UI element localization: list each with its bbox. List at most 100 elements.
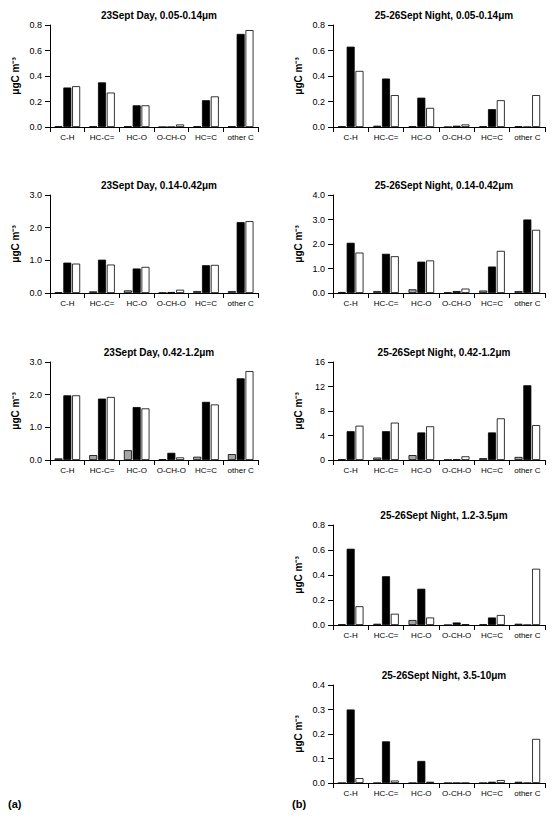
svg-text:HC-O: HC-O (411, 631, 431, 640)
svg-text:μgC m⁻³: μgC m⁻³ (10, 57, 21, 95)
svg-text:HC=C: HC=C (195, 133, 217, 142)
svg-text:HC=C: HC=C (195, 466, 217, 475)
svg-text:0.6: 0.6 (312, 46, 325, 56)
svg-text:C-H: C-H (60, 466, 74, 475)
svg-text:O-CH-O: O-CH-O (442, 133, 471, 142)
svg-text:other C: other C (514, 299, 540, 308)
svg-text:0.2: 0.2 (29, 97, 42, 107)
svg-text:3.0: 3.0 (312, 215, 325, 225)
svg-text:8: 8 (320, 406, 325, 416)
svg-text:3.0: 3.0 (29, 190, 42, 200)
svg-text:HC-O: HC-O (411, 789, 431, 798)
svg-text:1.0: 1.0 (29, 255, 42, 265)
svg-text:HC=C: HC=C (195, 299, 217, 308)
svg-text:HC-C=: HC-C= (374, 466, 399, 475)
svg-text:HC-C=: HC-C= (90, 466, 115, 475)
svg-text:C-H: C-H (344, 299, 358, 308)
svg-text:0.2: 0.2 (312, 729, 325, 739)
svg-text:C-H: C-H (344, 789, 358, 798)
svg-text:25-26Sept Night, 0.05-0.14μm: 25-26Sept Night, 0.05-0.14μm (375, 10, 514, 21)
svg-text:25-26Sept Night, 0.14-0.42μm: 25-26Sept Night, 0.14-0.42μm (375, 180, 514, 191)
svg-text:0.4: 0.4 (312, 680, 325, 690)
svg-text:O-CH-O: O-CH-O (157, 466, 186, 475)
svg-text:0.4: 0.4 (312, 570, 325, 580)
svg-text:HC-O: HC-O (411, 299, 431, 308)
svg-text:C-H: C-H (60, 299, 74, 308)
svg-text:μgC m⁻³: μgC m⁻³ (10, 392, 21, 430)
svg-text:0.6: 0.6 (312, 545, 325, 555)
svg-text:O-CH-O: O-CH-O (442, 631, 471, 640)
svg-text:16: 16 (315, 357, 325, 367)
svg-text:0.0: 0.0 (29, 455, 42, 465)
svg-text:O-CH-O: O-CH-O (442, 789, 471, 798)
svg-text:C-H: C-H (344, 631, 358, 640)
svg-text:0.8: 0.8 (312, 520, 325, 530)
svg-text:(a): (a) (8, 798, 22, 810)
svg-text:HC=C: HC=C (481, 631, 503, 640)
svg-text:O-CH-O: O-CH-O (157, 133, 186, 142)
svg-text:other C: other C (514, 466, 540, 475)
svg-text:μgC m⁻³: μgC m⁻³ (293, 57, 304, 95)
svg-text:HC-O: HC-O (126, 133, 146, 142)
svg-text:HC-C=: HC-C= (374, 133, 399, 142)
svg-text:μgC m⁻³: μgC m⁻³ (293, 392, 304, 430)
svg-text:0.4: 0.4 (29, 71, 42, 81)
svg-text:O-CH-O: O-CH-O (442, 299, 471, 308)
svg-text:μgC m⁻³: μgC m⁻³ (293, 715, 304, 753)
svg-text:HC-O: HC-O (411, 466, 431, 475)
svg-text:O-CH-O: O-CH-O (442, 466, 471, 475)
svg-text:C-H: C-H (60, 133, 74, 142)
svg-text:4.0: 4.0 (312, 190, 325, 200)
svg-text:0.0: 0.0 (29, 288, 42, 298)
svg-text:0.0: 0.0 (312, 122, 325, 132)
svg-text:other C: other C (228, 299, 254, 308)
svg-text:C-H: C-H (344, 466, 358, 475)
svg-text:2.0: 2.0 (312, 239, 325, 249)
svg-text:0.0: 0.0 (312, 288, 325, 298)
svg-text:23Sept Day, 0.05-0.14μm: 23Sept Day, 0.05-0.14μm (101, 10, 217, 21)
svg-text:other C: other C (228, 466, 254, 475)
svg-text:HC-O: HC-O (411, 133, 431, 142)
svg-text:0.0: 0.0 (312, 620, 325, 630)
svg-text:HC-O: HC-O (126, 466, 146, 475)
svg-text:HC-C=: HC-C= (374, 299, 399, 308)
svg-text:0.1: 0.1 (312, 754, 325, 764)
svg-text:25-26Sept Night, 0.42-1.2μm: 25-26Sept Night, 0.42-1.2μm (378, 347, 511, 358)
svg-text:0.0: 0.0 (312, 778, 325, 788)
svg-text:O-CH-O: O-CH-O (157, 299, 186, 308)
svg-text:1.0: 1.0 (312, 264, 325, 274)
svg-text:μgC m⁻³: μgC m⁻³ (293, 225, 304, 263)
svg-text:23Sept Day, 0.14-0.42μm: 23Sept Day, 0.14-0.42μm (101, 180, 217, 191)
svg-text:0: 0 (320, 455, 325, 465)
svg-text:0.2: 0.2 (312, 595, 325, 605)
svg-text:0.6: 0.6 (29, 46, 42, 56)
svg-text:0.2: 0.2 (312, 97, 325, 107)
svg-text:3.0: 3.0 (29, 357, 42, 367)
svg-text:other C: other C (514, 631, 540, 640)
svg-text:μgC m⁻³: μgC m⁻³ (10, 225, 21, 263)
svg-text:0.8: 0.8 (312, 20, 325, 30)
svg-text:HC-C=: HC-C= (374, 631, 399, 640)
svg-text:HC=C: HC=C (481, 466, 503, 475)
svg-text:23Sept Day, 0.42-1.2μm: 23Sept Day, 0.42-1.2μm (104, 347, 215, 358)
svg-text:other C: other C (228, 133, 254, 142)
svg-text:HC=C: HC=C (481, 133, 503, 142)
svg-text:HC=C: HC=C (481, 789, 503, 798)
svg-text:other C: other C (514, 789, 540, 798)
svg-text:(b): (b) (292, 798, 306, 810)
svg-text:HC-C=: HC-C= (374, 789, 399, 798)
svg-text:12: 12 (315, 382, 325, 392)
svg-text:0.3: 0.3 (312, 705, 325, 715)
svg-text:C-H: C-H (344, 133, 358, 142)
svg-text:1.0: 1.0 (29, 422, 42, 432)
svg-text:2.0: 2.0 (29, 390, 42, 400)
svg-text:0.0: 0.0 (29, 122, 42, 132)
svg-text:other C: other C (514, 133, 540, 142)
svg-text:25-26Sept Night, 3.5-10μm: 25-26Sept Night, 3.5-10μm (382, 670, 507, 681)
svg-text:μgC m⁻³: μgC m⁻³ (293, 556, 304, 594)
svg-text:0.4: 0.4 (312, 71, 325, 81)
svg-text:HC=C: HC=C (481, 299, 503, 308)
svg-text:HC-C=: HC-C= (90, 299, 115, 308)
svg-text:25-26Sept Night, 1.2-3.5μm: 25-26Sept Night, 1.2-3.5μm (380, 510, 507, 521)
svg-text:HC-O: HC-O (126, 299, 146, 308)
